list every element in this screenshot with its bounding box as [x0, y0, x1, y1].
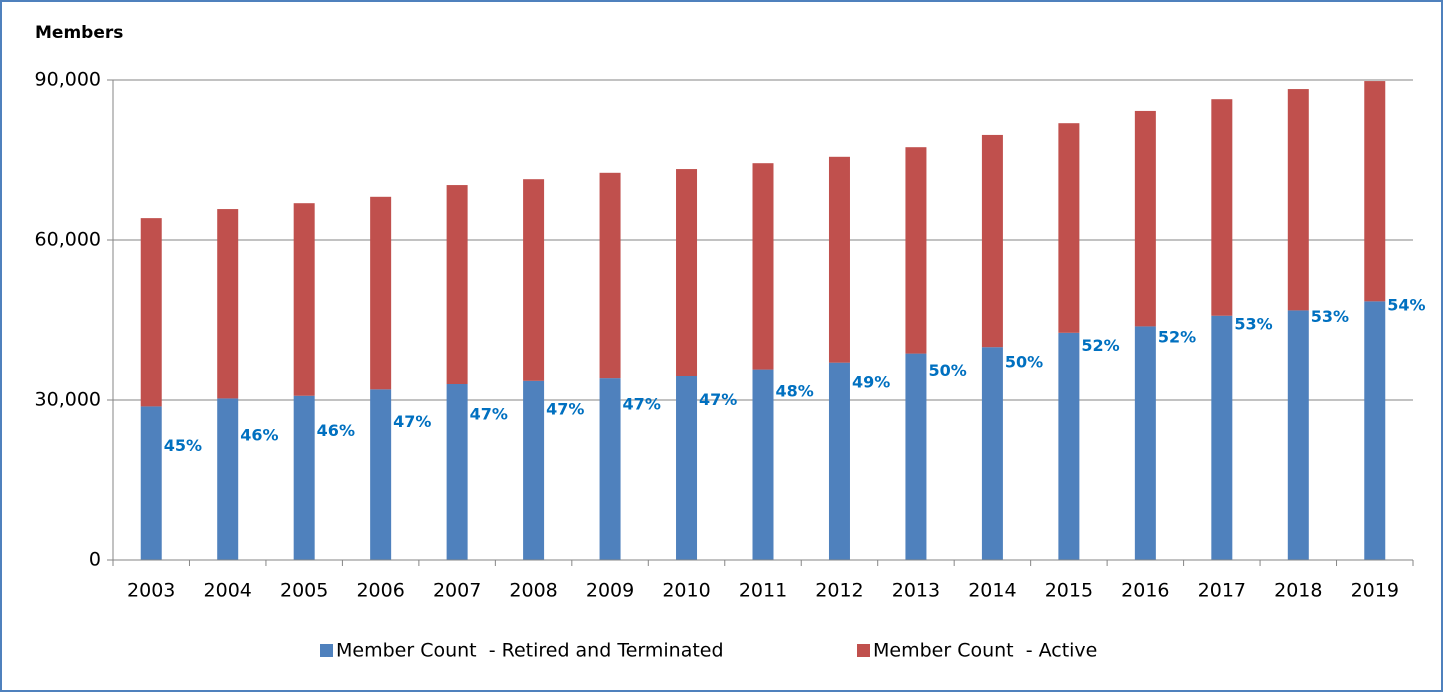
chart-title: Members — [35, 23, 123, 43]
legend-label: Member Count - Retired and Terminated — [336, 640, 724, 662]
x-tick-label: 2010 — [662, 580, 710, 602]
bar-segment — [599, 172, 621, 379]
x-tick-label: 2013 — [892, 580, 940, 602]
share-label: 54% — [1387, 296, 1425, 315]
x-tick-label: 2005 — [280, 580, 328, 602]
bar-segment — [676, 376, 698, 560]
bar-segment — [905, 353, 927, 560]
bar-segment — [1287, 310, 1309, 560]
x-tick-label: 2018 — [1274, 580, 1322, 602]
x-tick-label: 2012 — [815, 580, 863, 602]
share-label: 46% — [240, 426, 278, 445]
bar-segment — [1364, 81, 1386, 302]
bar-segment — [1134, 326, 1156, 560]
bar-segment — [676, 169, 698, 376]
legend-swatch — [320, 644, 333, 657]
legend-label: Member Count - Active — [873, 640, 1097, 662]
share-label: 46% — [317, 421, 355, 440]
x-tick-label: 2019 — [1351, 580, 1399, 602]
x-tick-label: 2016 — [1121, 580, 1169, 602]
x-tick-label: 2007 — [433, 580, 481, 602]
y-tick-label: 60,000 — [35, 229, 101, 251]
share-label: 53% — [1234, 314, 1272, 333]
bar-segment — [523, 380, 545, 560]
share-label: 47% — [470, 405, 508, 424]
share-label: 47% — [623, 394, 661, 413]
bar-segment — [1211, 99, 1233, 316]
x-tick-label: 2009 — [586, 580, 634, 602]
bar-segment — [905, 147, 927, 354]
share-label: 47% — [546, 399, 584, 418]
bar-segment — [1058, 123, 1080, 333]
bar-segment — [293, 395, 315, 560]
bar-segment — [1134, 110, 1156, 327]
bar-segment — [140, 406, 162, 560]
x-tick-label: 2004 — [204, 580, 252, 602]
bar-segment — [981, 134, 1003, 348]
x-tick-label: 2015 — [1045, 580, 1093, 602]
x-tick-label: 2011 — [739, 580, 787, 602]
bar-segment — [293, 203, 315, 396]
share-label: 47% — [393, 412, 431, 431]
bar-segment — [217, 209, 239, 399]
bar-segment — [599, 378, 621, 560]
bar-segment — [446, 185, 468, 384]
bar-segment — [370, 196, 392, 390]
legend-swatch — [857, 644, 870, 657]
share-label: 50% — [928, 361, 966, 380]
bar-segment — [1058, 332, 1080, 560]
bar-segment — [446, 384, 468, 560]
bar-segment — [828, 362, 850, 560]
share-label: 47% — [699, 390, 737, 409]
bar-segment — [523, 179, 545, 381]
y-tick-label: 0 — [89, 549, 101, 571]
bar-segment — [828, 156, 850, 363]
x-tick-label: 2006 — [356, 580, 404, 602]
share-label: 53% — [1311, 307, 1349, 326]
share-label: 48% — [776, 382, 814, 401]
bar-segment — [1364, 301, 1386, 560]
bar-segment — [140, 218, 162, 407]
x-tick-label: 2008 — [509, 580, 557, 602]
share-label: 49% — [852, 372, 890, 391]
bar-segment — [752, 369, 774, 560]
share-label: 50% — [1005, 353, 1043, 372]
bar-segment — [1211, 315, 1233, 560]
bar-segment — [752, 163, 774, 370]
x-tick-label: 2003 — [127, 580, 175, 602]
bar-segment — [981, 347, 1003, 560]
y-tick-label: 90,000 — [35, 69, 101, 91]
bar-segment — [1287, 89, 1309, 311]
x-tick-label: 2017 — [1198, 580, 1246, 602]
share-label: 52% — [1081, 336, 1119, 355]
share-label: 52% — [1158, 327, 1196, 346]
y-tick-label: 30,000 — [35, 389, 101, 411]
share-label: 45% — [164, 436, 202, 455]
bar-segment — [217, 398, 239, 560]
bar-segment — [370, 389, 392, 560]
x-tick-label: 2014 — [968, 580, 1016, 602]
